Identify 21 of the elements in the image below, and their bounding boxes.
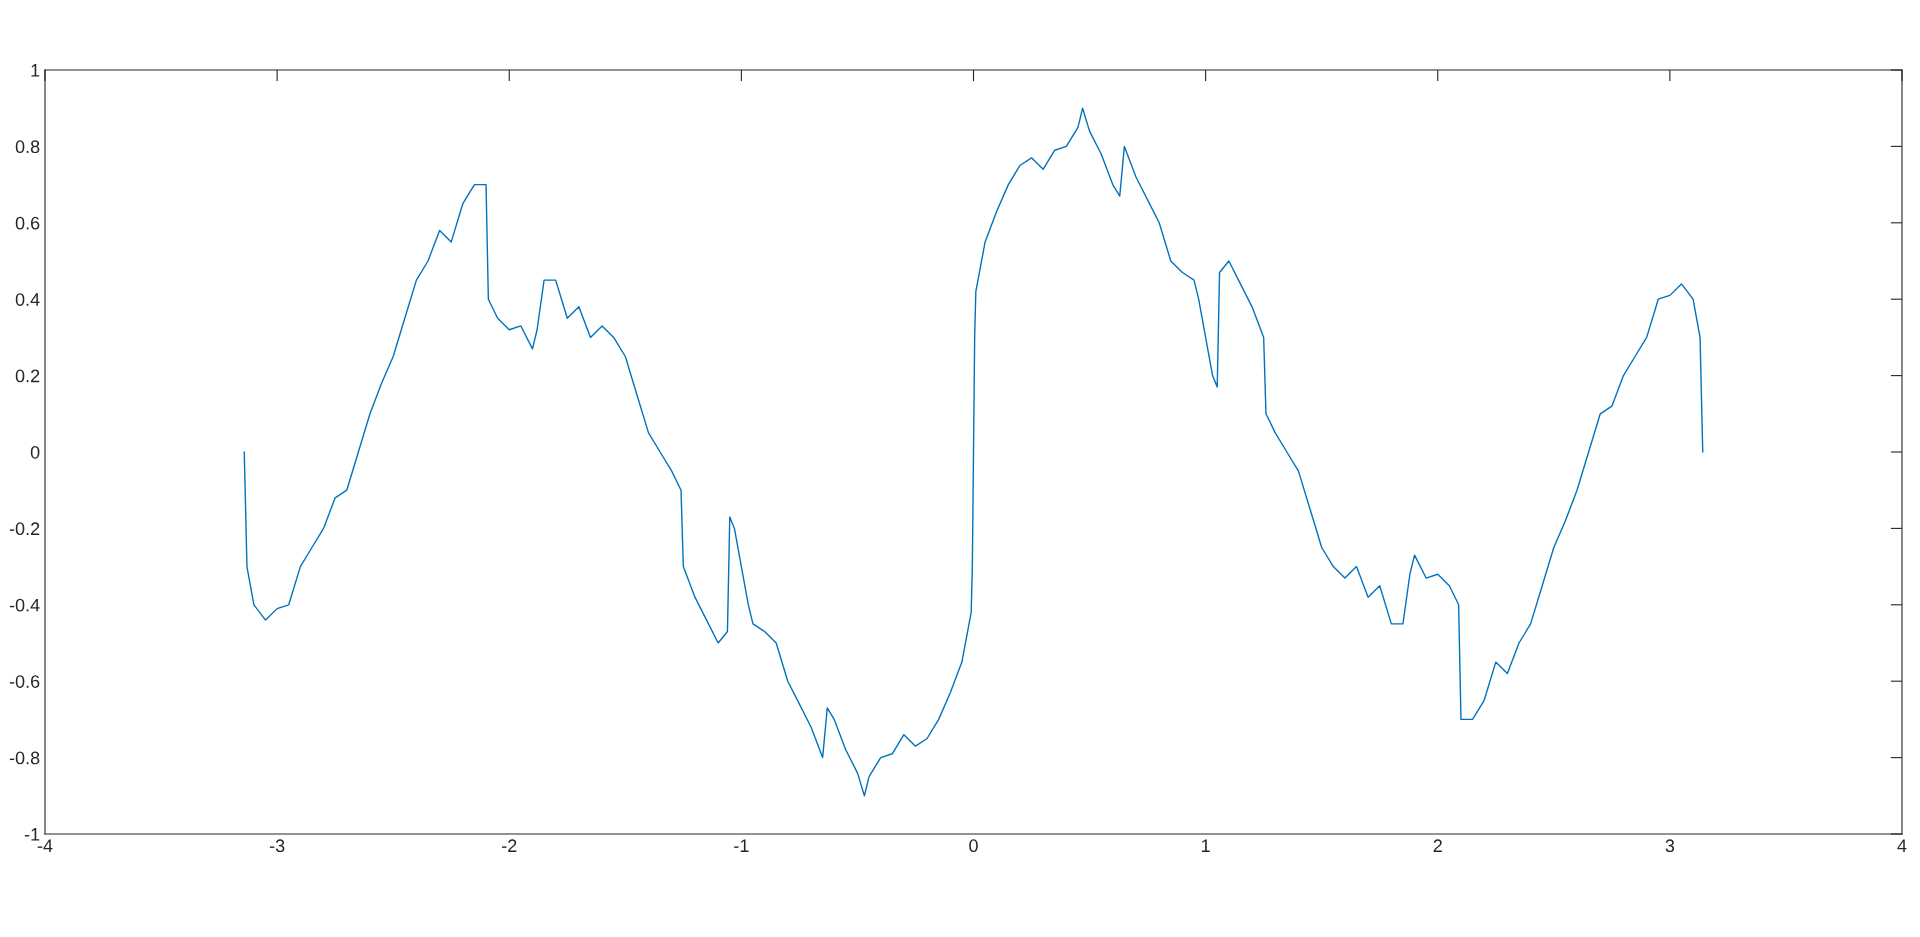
x-tick-label: -2 xyxy=(502,839,517,852)
x-tick-label: 1 xyxy=(1201,839,1210,852)
y-tick-label: -1 xyxy=(24,828,40,841)
x-tick-label: -1 xyxy=(734,839,749,852)
y-tick-label: 1 xyxy=(31,64,40,77)
x-tick-label: 4 xyxy=(1897,839,1907,852)
y-tick-label: -0.8 xyxy=(9,751,40,765)
y-tick-label: 0.4 xyxy=(15,293,40,306)
y-tick-label: 0.8 xyxy=(15,140,40,154)
y-tick-label: 0 xyxy=(30,445,40,459)
y-tick-label: -0.6 xyxy=(9,675,40,688)
y-tick-label: -0.4 xyxy=(9,598,40,612)
x-tick-label: -4 xyxy=(37,839,53,852)
x-tick-label: 2 xyxy=(1433,839,1442,852)
y-tick-label: 0.6 xyxy=(15,216,40,230)
line-series xyxy=(243,107,1704,797)
x-tick-label: 0 xyxy=(969,839,978,853)
y-tick-label: 0.2 xyxy=(15,369,40,383)
y-tick-label: -0.2 xyxy=(9,522,40,536)
x-tick-label: -3 xyxy=(269,839,285,853)
x-tick-label: 3 xyxy=(1665,839,1675,853)
